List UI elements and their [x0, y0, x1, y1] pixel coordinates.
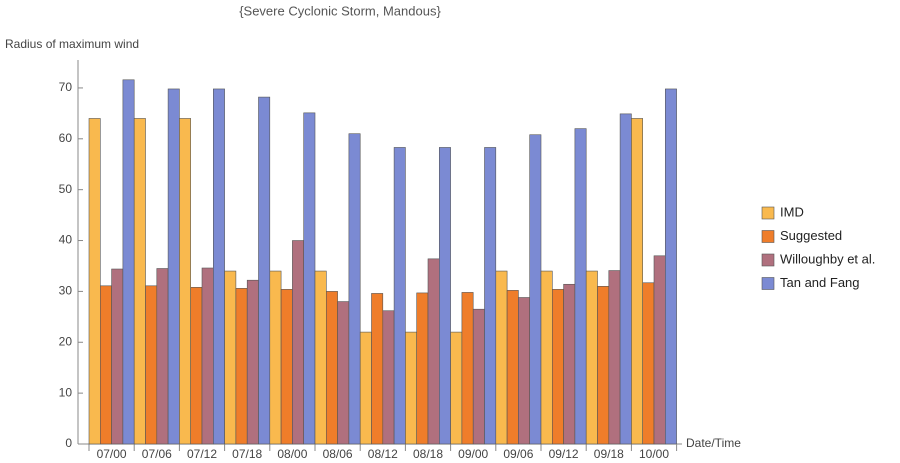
bar — [664, 88, 677, 445]
bar — [631, 118, 644, 445]
x-tick-label: 09/18 — [594, 447, 624, 461]
x-tick-label: 07/00 — [97, 447, 127, 461]
bar — [280, 289, 293, 445]
x-tick-label: 08/00 — [277, 447, 307, 461]
bar — [450, 331, 463, 445]
x-tick-label: 08/06 — [323, 447, 353, 461]
bar — [213, 88, 225, 445]
y-axis-label: Radius of maximum wind — [5, 37, 139, 51]
bar — [518, 297, 531, 445]
bar — [472, 308, 485, 445]
bar — [529, 134, 542, 445]
x-tick-label: 07/06 — [142, 447, 172, 461]
bar — [563, 283, 576, 445]
bar — [506, 290, 519, 445]
bar — [133, 118, 146, 445]
bar — [653, 255, 666, 445]
y-tick-label: 0 — [65, 436, 72, 450]
y-tick-label: 70 — [59, 80, 73, 94]
bar — [201, 267, 214, 445]
x-tick-label: 08/12 — [368, 447, 398, 461]
bar — [427, 258, 440, 445]
bar — [325, 291, 338, 445]
bar — [269, 270, 282, 445]
bar — [337, 301, 350, 445]
legend-label: Willoughby et al. — [780, 251, 875, 266]
bar — [179, 118, 191, 445]
bar — [438, 147, 451, 445]
x-tick-label: 08/18 — [413, 447, 443, 461]
bar — [314, 270, 327, 445]
bar — [416, 292, 429, 445]
x-tick-label: 07/18 — [232, 447, 262, 461]
bar — [145, 285, 158, 445]
x-tick-label: 09/12 — [549, 447, 579, 461]
legend-label: Tan and Fang — [780, 275, 860, 290]
legend-swatch — [761, 277, 775, 290]
bar — [371, 293, 384, 445]
bar — [348, 133, 361, 445]
bar — [359, 331, 372, 445]
legend-swatch — [761, 253, 775, 267]
bar — [190, 287, 203, 445]
bar — [303, 112, 316, 445]
legend-swatch — [761, 230, 775, 243]
bar — [619, 113, 632, 445]
bar — [156, 268, 169, 445]
bar — [235, 288, 248, 445]
legend-label: IMD — [780, 204, 804, 219]
x-tick-label: 07/12 — [187, 447, 217, 461]
bar — [246, 279, 259, 445]
bar — [382, 310, 395, 445]
bar — [574, 128, 587, 445]
bar — [111, 268, 124, 445]
y-tick-label: 50 — [59, 182, 73, 196]
bar — [258, 96, 271, 445]
y-tick-label: 60 — [59, 131, 73, 145]
bar — [495, 270, 508, 445]
x-axis-label: Date/Time — [686, 436, 741, 450]
bar — [597, 286, 610, 445]
bar — [540, 270, 553, 445]
bar — [88, 118, 101, 445]
bar — [608, 270, 621, 445]
bar — [393, 147, 406, 445]
legend-label: Suggested — [780, 228, 842, 243]
y-tick-label: 10 — [59, 385, 73, 399]
bar — [405, 331, 417, 445]
bar — [122, 79, 135, 445]
bar — [642, 282, 655, 445]
bar — [484, 147, 497, 445]
x-tick-label: 09/00 — [458, 447, 488, 461]
bar — [551, 289, 564, 445]
chart-title: {Severe Cyclonic Storm, Mandous} — [239, 3, 441, 18]
y-tick-label: 20 — [59, 334, 73, 348]
bar — [167, 88, 180, 445]
bar — [461, 292, 474, 445]
bar — [292, 240, 304, 445]
bar — [224, 270, 237, 445]
x-tick-label: 09/06 — [503, 447, 533, 461]
x-tick-label: 10/00 — [639, 447, 669, 461]
bar — [100, 285, 112, 445]
y-tick-label: 40 — [59, 233, 73, 247]
legend-swatch — [761, 206, 775, 220]
y-tick-label: 30 — [59, 284, 73, 298]
bar — [585, 270, 598, 445]
